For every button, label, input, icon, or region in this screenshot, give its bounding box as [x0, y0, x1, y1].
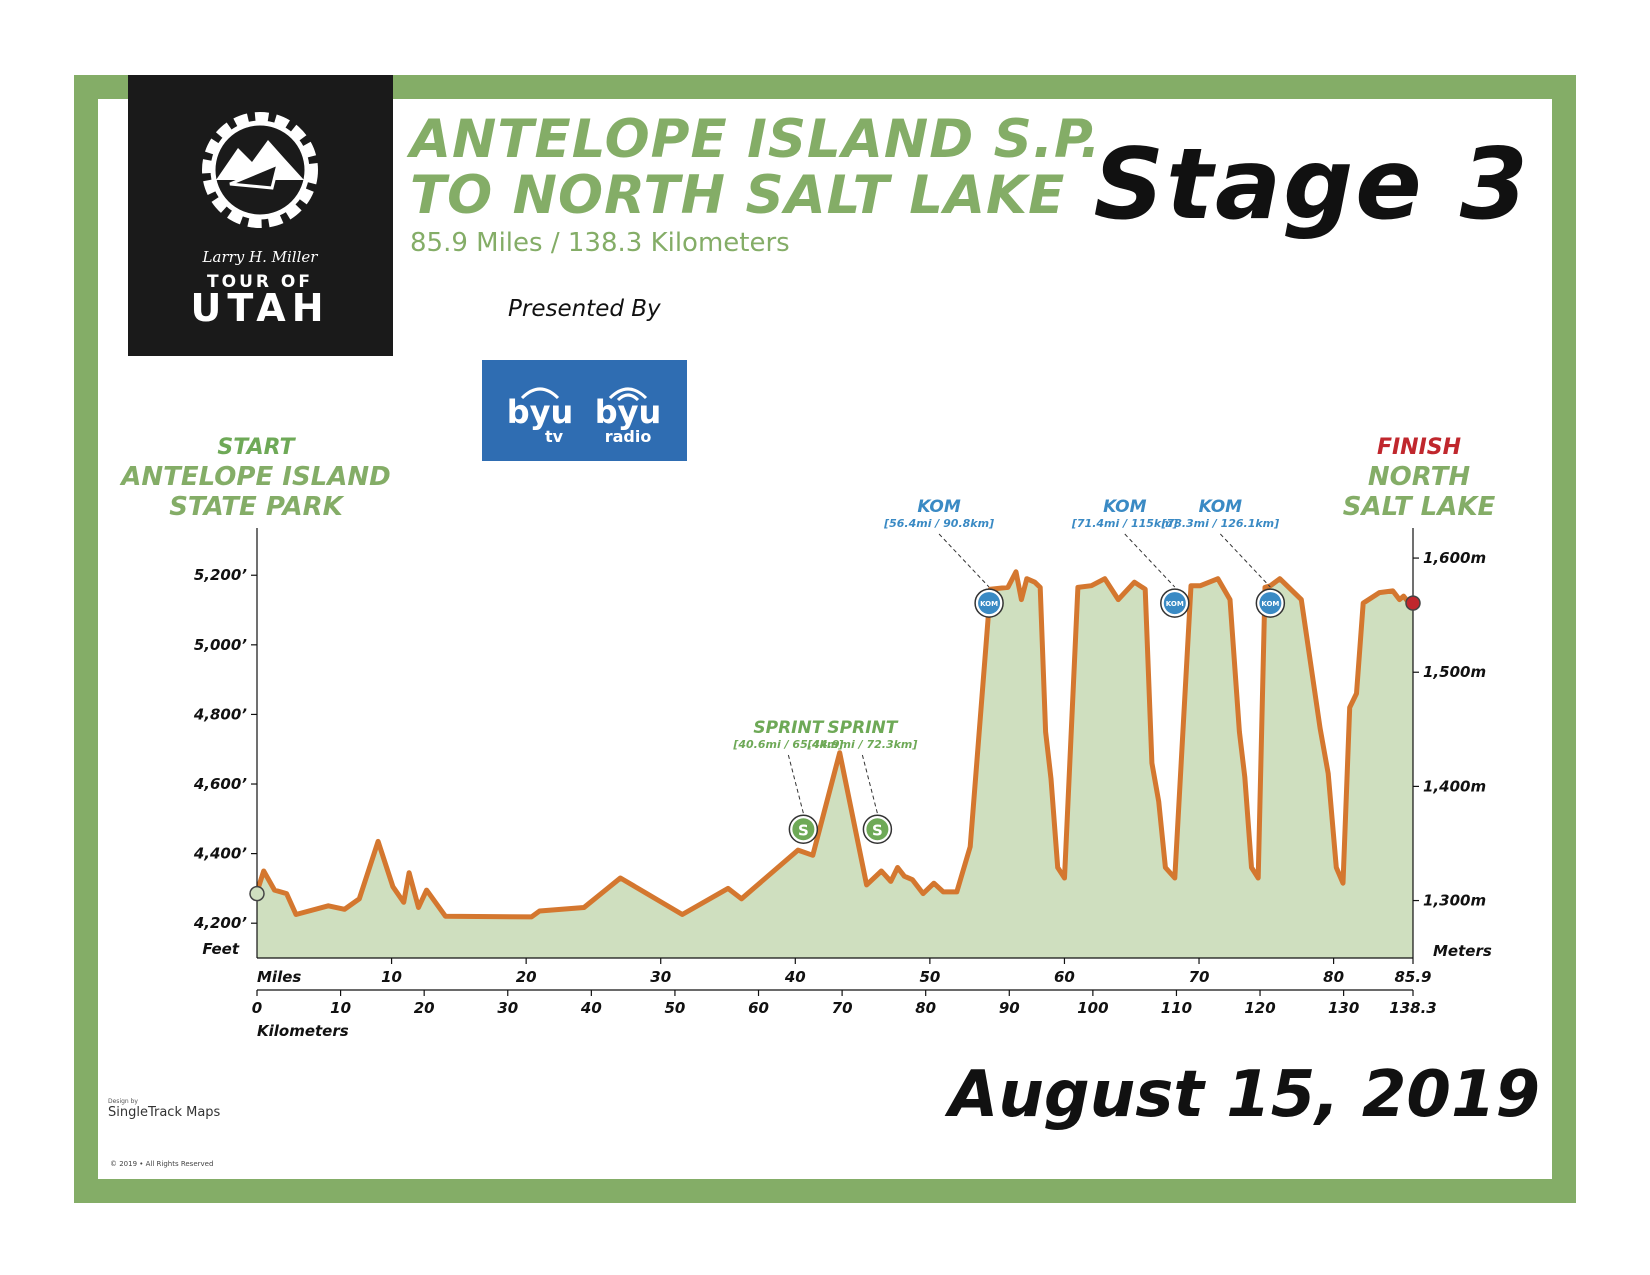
kom-label: KOM: [917, 497, 961, 517]
feet-tick-label: 4,600’: [193, 775, 247, 793]
miles-tick-label: 70: [1189, 968, 1210, 986]
miles-tick-label: 60: [1054, 968, 1075, 986]
sprint-badge: [866, 818, 889, 841]
feet-tick-label: 4,800’: [193, 705, 247, 723]
miles-tick-label: 50: [919, 968, 940, 986]
kom-badge-text: KOM: [980, 600, 998, 608]
km-tick-label: 120: [1244, 999, 1275, 1017]
km-tick-label: 60: [748, 999, 769, 1017]
kom-badge: [1163, 592, 1186, 615]
kom-leader: [938, 533, 990, 588]
km-tick-label: 80: [915, 999, 936, 1017]
km-tick-label: 10: [330, 999, 351, 1017]
sprint-leader: [861, 754, 878, 814]
meters-tick-label: 1,600m: [1423, 549, 1486, 567]
route-distance: 85.9 Miles / 138.3 Kilometers: [410, 228, 790, 258]
finish-location: FINISH NORTH SALT LAKE: [1334, 434, 1504, 522]
route-title: ANTELOPE ISLAND S.P. TO NORTH SALT LAKE: [410, 112, 1101, 224]
km-tick-label: 90: [999, 999, 1020, 1017]
miles-tick-label: 30: [650, 968, 671, 986]
kom-label: KOM: [1103, 497, 1147, 517]
sprint-badge-text: S: [872, 821, 883, 839]
profile-area: [257, 571, 1413, 958]
sprint-detail: [44.9mi / 72.3km]: [806, 738, 917, 751]
km-tick-label: 30: [497, 999, 518, 1017]
sprint-label: SPRINT: [753, 718, 824, 738]
km-tick-label: 0: [252, 999, 262, 1017]
meters-tick-label: 1,300m: [1423, 892, 1486, 910]
credit-name: SingleTrack Maps: [108, 1105, 221, 1120]
feet-tick-label: 4,200’: [193, 914, 247, 932]
start-marker: [249, 885, 265, 902]
km-tick-label: 70: [832, 999, 853, 1017]
start-location: START ANTELOPE ISLAND STATE PARK: [120, 434, 392, 522]
km-tick-label: 138.3: [1389, 999, 1436, 1017]
gear-mountain-icon: Larry H. Miller TOUR OF UTAH: [190, 112, 329, 330]
km-tick-label: 20: [414, 999, 435, 1017]
km-tick-label: 110: [1161, 999, 1192, 1017]
logo-utah: UTAH: [190, 286, 329, 330]
finish-name-line2: SALT LAKE: [1342, 492, 1496, 522]
feet-tick-label: 5,200’: [194, 566, 247, 584]
svg-text:Larry H. Miller: Larry H. Miller: [202, 248, 319, 266]
km-tick-label: 130: [1328, 999, 1359, 1017]
presented-by: Presented By: [508, 296, 661, 322]
svg-text:radio: radio: [605, 427, 652, 446]
byu-radio-logo: byu: [595, 393, 662, 431]
sprint-badge: [792, 818, 815, 841]
route-title-line2: TO NORTH SALT LAKE: [410, 165, 1066, 226]
kom-detail: [56.4mi / 90.8km]: [883, 517, 994, 530]
feet-tick-label: 5,000’: [194, 636, 247, 654]
kom-leader: [1219, 533, 1271, 588]
km-tick-label: 50: [664, 999, 685, 1017]
finish-marker: [1405, 595, 1421, 611]
finish-label: FINISH: [1376, 435, 1462, 460]
start-name-line2: STATE PARK: [169, 492, 343, 522]
copyright: © 2019 • All Rights Reserved: [110, 1160, 214, 1168]
kom-detail: [71.4mi / 115km]: [1071, 517, 1178, 530]
meters-axis-title: Meters: [1433, 942, 1492, 960]
feet-tick-label: 4,400’: [193, 845, 247, 863]
route-title-line1: ANTELOPE ISLAND S.P.: [410, 109, 1102, 170]
finish-name-line1: NORTH: [1367, 462, 1471, 492]
kom-badge: [1259, 592, 1282, 615]
kom-badge-text: KOM: [1166, 600, 1184, 608]
tour-of-utah-logo: Larry H. Miller TOUR OF UTAH: [128, 75, 393, 356]
sprint-label: SPRINT: [827, 718, 898, 738]
miles-tick-label: 40: [784, 968, 806, 986]
miles-tick-label: 10: [381, 968, 402, 986]
kom-detail: [78.3mi / 126.1km]: [1161, 517, 1280, 530]
design-credit: Design by SingleTrack Maps: [108, 1098, 221, 1120]
sponsor-logo: byu tv byu radio: [482, 360, 687, 461]
profile-line: [254, 569, 1413, 920]
start-name-line1: ANTELOPE ISLAND: [121, 462, 391, 492]
kom-leader: [1124, 533, 1176, 588]
logo-tour-of: TOUR OF: [207, 272, 313, 292]
sprint-detail: [40.6mi / 65.4km]: [732, 738, 843, 751]
miles-tick-label: 20: [516, 968, 537, 986]
broadcast-icon: [520, 387, 648, 402]
sprint-badge-text: S: [798, 821, 809, 839]
miles-tick-label: 80: [1323, 968, 1344, 986]
byu-tv-logo: byu: [507, 393, 574, 431]
feet-axis-title: Feet: [202, 940, 239, 958]
miles-tick-label: 85.9: [1394, 968, 1431, 986]
start-label: START: [217, 435, 295, 460]
stage-number: Stage 3: [1093, 128, 1530, 242]
meters-tick-label: 1,400m: [1423, 777, 1486, 795]
km-axis-title: Kilometers: [257, 1022, 349, 1040]
km-tick-label: 100: [1077, 999, 1108, 1017]
kom-badge-text: KOM: [1261, 600, 1279, 608]
kom-label: KOM: [1199, 497, 1243, 517]
km-tick-label: 40: [580, 999, 602, 1017]
miles-axis-title: Miles: [257, 968, 301, 986]
sprint-leader: [787, 754, 804, 814]
race-date: August 15, 2019: [948, 1058, 1540, 1132]
green-frame: [74, 75, 1576, 1203]
meters-tick-label: 1,500m: [1423, 663, 1486, 681]
svg-text:tv: tv: [545, 427, 564, 446]
kom-badge: [978, 592, 1001, 615]
